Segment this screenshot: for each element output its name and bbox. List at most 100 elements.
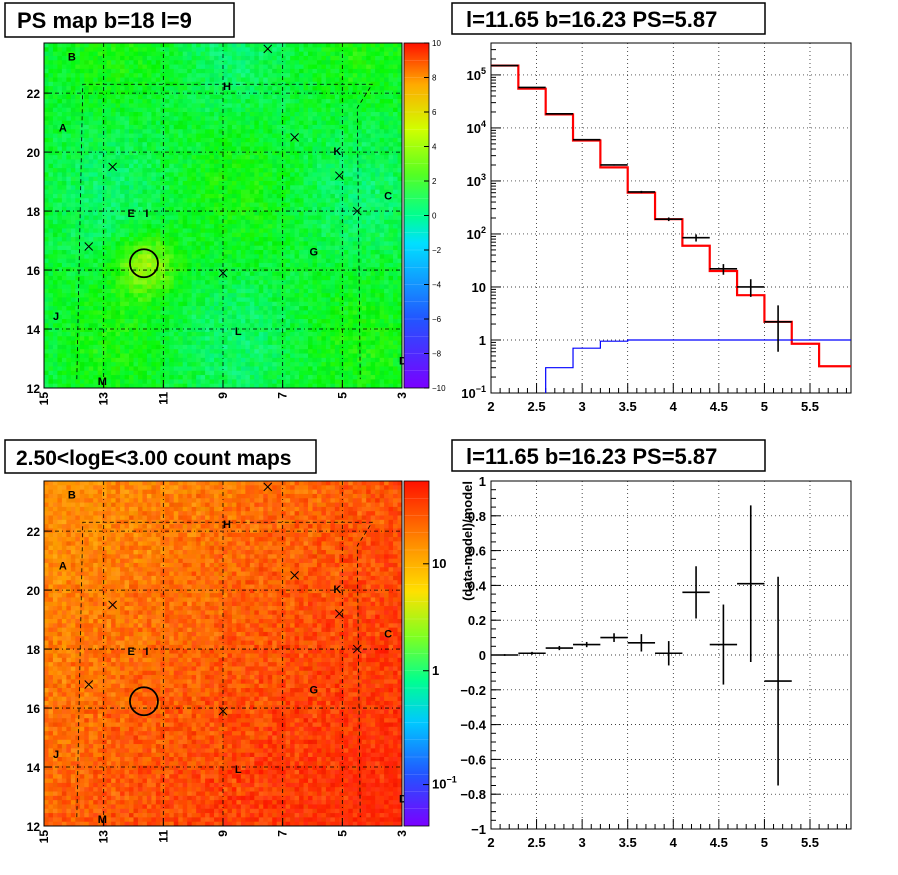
heatmap-cell — [70, 47, 76, 53]
heatmap-cell — [267, 64, 273, 70]
heatmap-cell — [129, 211, 134, 216]
heatmap-cell — [124, 120, 130, 126]
heatmap-cell — [102, 150, 108, 156]
heatmap-cell — [227, 107, 233, 113]
heatmap-cell — [200, 90, 206, 96]
heatmap-cell — [214, 77, 219, 83]
heatmap-cell — [66, 280, 72, 285]
heatmap-cell — [133, 202, 139, 208]
heatmap-cell — [129, 336, 134, 341]
heatmap-cell — [285, 142, 291, 147]
heatmap-cell — [254, 327, 260, 333]
heatmap-cell — [57, 215, 63, 221]
heatmap-cell — [205, 353, 210, 359]
heatmap-cell — [48, 103, 54, 109]
heatmap-cell — [200, 219, 206, 225]
heatmap-cell — [214, 349, 219, 354]
heatmap-cell — [267, 319, 273, 324]
heatmap-cell — [245, 344, 251, 350]
heatmap-cell — [124, 103, 130, 109]
heatmap-cell — [214, 51, 219, 57]
heatmap-cell — [236, 323, 242, 329]
heatmap-cell — [303, 150, 309, 156]
heatmap-cell — [106, 366, 112, 372]
heatmap-cell — [196, 297, 202, 303]
heatmap-cell — [178, 94, 184, 100]
heatmap-cell — [223, 245, 228, 251]
heatmap-cell — [93, 172, 99, 178]
heatmap-cell — [52, 198, 58, 203]
heatmap-cell — [249, 47, 255, 53]
heatmap-cell — [79, 241, 85, 247]
heatmap-cell — [214, 112, 219, 117]
heatmap-cell — [111, 60, 117, 65]
heatmap-cell — [191, 181, 197, 186]
heatmap-cell — [236, 185, 242, 191]
heatmap-cell — [231, 370, 237, 376]
heatmap-cell — [61, 241, 67, 247]
heatmap-cell — [151, 254, 157, 260]
heatmap-cell — [290, 60, 296, 65]
heatmap-cell — [308, 55, 313, 61]
heatmap-cell — [236, 124, 242, 130]
heatmap-cell — [70, 60, 76, 65]
heatmap-cell — [106, 73, 112, 78]
heatmap-cell — [276, 146, 282, 152]
heatmap-cell — [44, 189, 49, 195]
heatmap-cell — [44, 349, 49, 354]
heatmap-cell — [254, 159, 260, 165]
heatmap-cell — [187, 116, 193, 122]
heatmap-cell — [137, 344, 143, 350]
heatmap-cell — [44, 219, 49, 225]
heatmap-cell — [223, 189, 228, 195]
heatmap-cell — [173, 77, 179, 83]
heatmap-cell — [160, 349, 166, 354]
heatmap-cell — [205, 284, 210, 290]
heatmap-cell — [146, 155, 152, 160]
heatmap-cell — [75, 258, 81, 264]
heatmap-cell — [258, 336, 264, 341]
heatmap-cell — [299, 60, 304, 65]
heatmap-cell — [97, 250, 103, 255]
heatmap-cell — [227, 51, 233, 57]
heatmap-cell — [281, 219, 287, 225]
heatmap-cell — [79, 245, 85, 251]
heatmap-cell — [312, 306, 318, 311]
heatmap-cell — [227, 301, 233, 307]
heatmap-cell — [191, 314, 197, 320]
heatmap-cell — [223, 181, 228, 186]
heatmap-cell — [272, 297, 278, 303]
heatmap-cell — [124, 163, 130, 169]
heatmap-cell — [169, 362, 175, 367]
heatmap-cell — [263, 146, 269, 152]
heatmap-cell — [245, 349, 251, 354]
heatmap-cell — [285, 172, 291, 178]
heatmap-cell — [169, 228, 175, 234]
heatmap-cell — [155, 68, 161, 74]
heatmap-cell — [57, 232, 63, 238]
heatmap-cell — [303, 228, 309, 234]
heatmap-cell — [227, 99, 233, 104]
heatmap-cell — [129, 331, 134, 337]
heatmap-cell — [133, 314, 139, 320]
heatmap-cell — [267, 150, 273, 156]
heatmap-cell — [93, 275, 99, 281]
heatmap-cell — [182, 99, 188, 104]
heatmap-cell — [84, 349, 90, 354]
heatmap-cell — [218, 107, 224, 113]
heatmap-cell — [151, 275, 157, 281]
heatmap-cell — [258, 275, 264, 281]
heatmap-cell — [316, 181, 322, 186]
heatmap-cell — [88, 181, 94, 186]
heatmap-cell — [137, 146, 143, 152]
heatmap-cell — [57, 73, 63, 78]
heatmap-cell — [249, 228, 255, 234]
heatmap-cell — [111, 362, 117, 367]
heatmap-cell — [120, 366, 125, 372]
heatmap-cell — [70, 301, 76, 307]
heatmap-cell — [169, 94, 175, 100]
heatmap-cell — [312, 60, 318, 65]
heatmap-cell — [214, 202, 219, 208]
heatmap-cell — [44, 185, 49, 191]
heatmap-cell — [57, 275, 63, 281]
